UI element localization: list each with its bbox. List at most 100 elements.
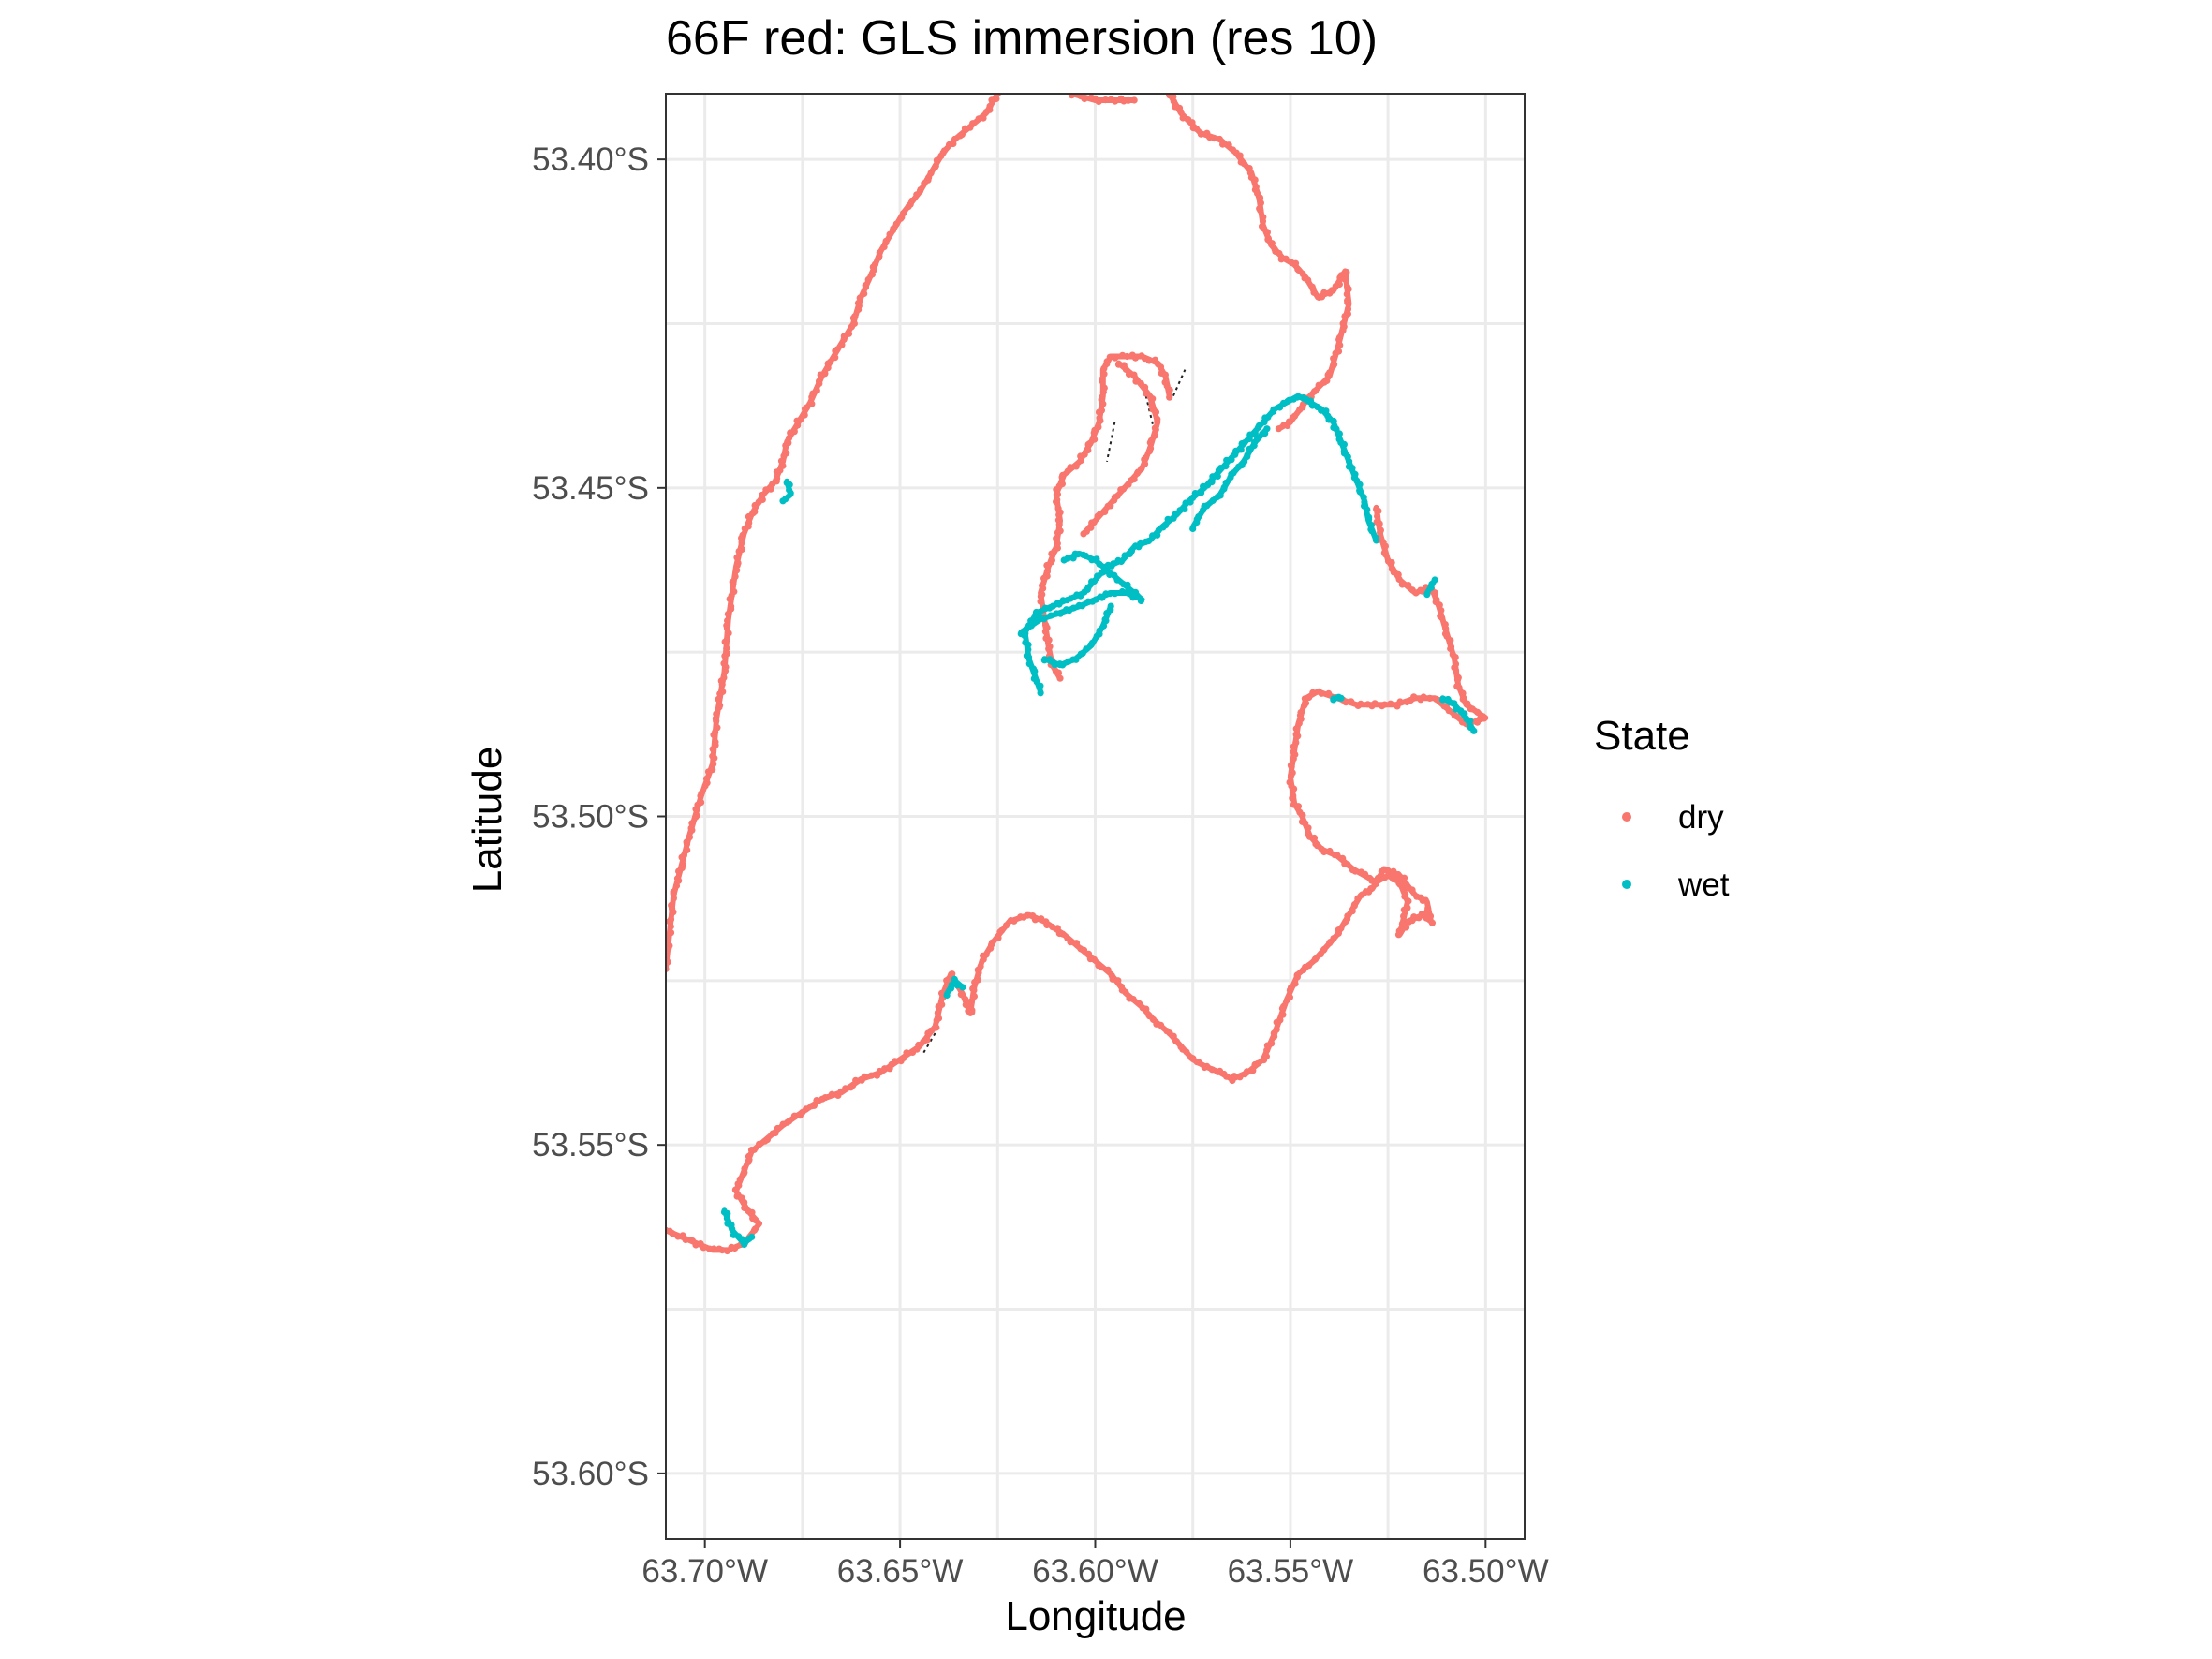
track-point-dry (720, 674, 728, 682)
track-point-dry (854, 299, 863, 307)
track-point-dry (933, 1016, 940, 1024)
track-point-dry (858, 1076, 865, 1084)
track-point-dry (1286, 986, 1293, 994)
track-point-dry (1101, 96, 1110, 104)
track-point-dry (1041, 628, 1049, 635)
track-point-dry (1091, 436, 1099, 443)
track-point-dry (1271, 1032, 1278, 1040)
track-point-dry (1387, 700, 1394, 707)
track-point-dry (986, 102, 994, 110)
track-point-wet (1467, 717, 1474, 725)
track-point-wet (1060, 556, 1068, 564)
track-point-dry (1133, 469, 1141, 477)
track-point-dry (1130, 96, 1138, 104)
track-point-dry (1260, 1057, 1268, 1064)
track-point-dry (723, 650, 731, 658)
track-point-wet (1208, 478, 1216, 486)
track-point-dry (1336, 341, 1344, 348)
track-point-dry (1413, 893, 1421, 900)
track-point-dry (1216, 135, 1223, 143)
track-point-wet (748, 1233, 756, 1240)
track-point-dry (801, 411, 808, 419)
track-point-wet (1025, 660, 1033, 668)
track-point-dry (1055, 511, 1063, 519)
track-point-dry (734, 559, 742, 567)
track-point-dry (818, 1095, 826, 1103)
track-point-dry (1284, 996, 1291, 1003)
track-point-dry (1299, 811, 1306, 819)
track-line-wet (1022, 393, 1379, 695)
track-point-dry (1038, 915, 1045, 923)
chart-title: 66F red: GLS immersion (res 10) (666, 11, 1378, 66)
track-point-dry (1138, 352, 1145, 360)
track-point-dry (1259, 217, 1267, 225)
track-point-wet (739, 1236, 746, 1243)
tick-layer: 63.70°W 63.65°W 63.60°W 63.55°W 63.50°W 53.40… (532, 141, 1549, 1590)
track-point-dry (1335, 336, 1343, 344)
track-point-dry (1320, 289, 1328, 296)
track-point-dry (1097, 417, 1104, 424)
track-point-dry (1464, 700, 1471, 707)
track-point-wet (959, 984, 966, 991)
track-point-wet (1094, 572, 1101, 580)
track-point-dry (1090, 429, 1098, 437)
track-point-dry (1288, 772, 1295, 779)
track-point-dry (864, 275, 872, 284)
track-point-dry (876, 249, 883, 257)
track-point-dry (828, 1090, 836, 1098)
track-point-dry (1374, 512, 1381, 520)
track-point-dry (1201, 1063, 1208, 1072)
track-point-dry (1197, 130, 1204, 138)
track-point-dry (1339, 854, 1347, 863)
track-point-dry (1403, 924, 1410, 931)
track-point-dry (1351, 867, 1359, 875)
track-point-dry (1126, 995, 1133, 1002)
track-point-dry (917, 186, 924, 194)
x-tick-label: 63.60°W (1032, 1553, 1158, 1590)
track-point-dry (1301, 702, 1308, 709)
track-point-dry (845, 330, 853, 337)
track-point-dry (1251, 1060, 1259, 1069)
track-point-dry (1403, 698, 1410, 706)
track-point-wet (953, 982, 961, 989)
track-point-dry (687, 824, 695, 832)
track-point-dry (1188, 119, 1196, 126)
track-point-dry (1177, 1044, 1185, 1051)
track-point-dry (1278, 1004, 1286, 1013)
track-point-wet (1128, 587, 1135, 595)
track-point-dry (1251, 176, 1259, 184)
track-point-wet (787, 489, 794, 497)
track-point-dry (881, 1065, 889, 1073)
track-point-dry (720, 659, 728, 667)
track-point-dry (686, 1237, 695, 1244)
track-point-wet (1099, 622, 1108, 630)
track-point-dry (851, 313, 859, 320)
track-point-dry (1459, 695, 1467, 704)
track-point-dry (1320, 848, 1328, 856)
track-point-dry (1117, 486, 1125, 494)
track-point-wet (1090, 577, 1098, 585)
track-point-dry (871, 260, 879, 268)
track-point-dry (908, 197, 916, 205)
track-point-dry (1417, 696, 1424, 704)
track-point-wet (1335, 430, 1343, 437)
track-point-dry (940, 147, 949, 155)
track-point-dry (1293, 973, 1301, 981)
track-point-wet (1230, 469, 1237, 477)
track-point-dry (993, 95, 1000, 103)
track-point-dry (1290, 755, 1297, 763)
track-point-dry (731, 1186, 740, 1193)
track-point-dry (1125, 96, 1132, 104)
track-point-dry (1273, 1018, 1280, 1026)
track-point-dry (673, 875, 682, 882)
track-point-dry (987, 944, 995, 952)
track-point-dry (702, 775, 711, 782)
track-point-dry (1072, 940, 1081, 947)
track-point-dry (724, 617, 731, 625)
track-point-dry (1064, 467, 1071, 475)
track-point-wet (1241, 458, 1248, 466)
track-point-dry (748, 1208, 756, 1216)
track-point-wet (1088, 639, 1096, 647)
track-point-dry (1330, 363, 1337, 370)
track-point-dry (832, 354, 839, 362)
